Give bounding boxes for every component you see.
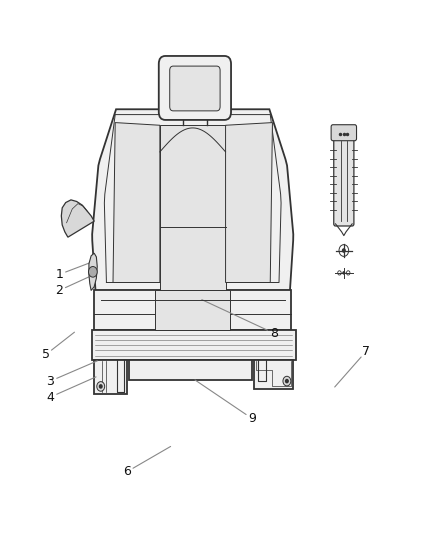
Text: 6: 6 bbox=[123, 465, 131, 478]
Polygon shape bbox=[113, 123, 160, 282]
Text: 8: 8 bbox=[270, 327, 278, 340]
Circle shape bbox=[343, 272, 345, 274]
Polygon shape bbox=[92, 330, 296, 360]
Text: 2: 2 bbox=[55, 284, 63, 297]
Circle shape bbox=[88, 266, 97, 277]
FancyBboxPatch shape bbox=[334, 136, 354, 226]
Polygon shape bbox=[94, 290, 291, 330]
Polygon shape bbox=[94, 360, 127, 394]
Circle shape bbox=[286, 379, 288, 383]
FancyBboxPatch shape bbox=[159, 56, 231, 120]
Text: 3: 3 bbox=[46, 375, 54, 387]
Text: 1: 1 bbox=[55, 268, 63, 281]
Polygon shape bbox=[155, 290, 230, 330]
Polygon shape bbox=[92, 109, 293, 290]
Circle shape bbox=[283, 376, 291, 386]
Circle shape bbox=[97, 382, 105, 391]
Polygon shape bbox=[254, 360, 293, 389]
Polygon shape bbox=[226, 123, 272, 282]
Polygon shape bbox=[129, 360, 252, 380]
Circle shape bbox=[99, 385, 102, 388]
Text: 5: 5 bbox=[42, 348, 50, 361]
Text: 9: 9 bbox=[248, 412, 256, 425]
Polygon shape bbox=[160, 125, 226, 290]
Polygon shape bbox=[61, 200, 94, 237]
FancyBboxPatch shape bbox=[170, 66, 220, 111]
Text: 4: 4 bbox=[46, 391, 54, 403]
Circle shape bbox=[343, 249, 345, 252]
Polygon shape bbox=[89, 253, 97, 290]
FancyBboxPatch shape bbox=[331, 125, 357, 141]
Text: 7: 7 bbox=[362, 345, 370, 358]
